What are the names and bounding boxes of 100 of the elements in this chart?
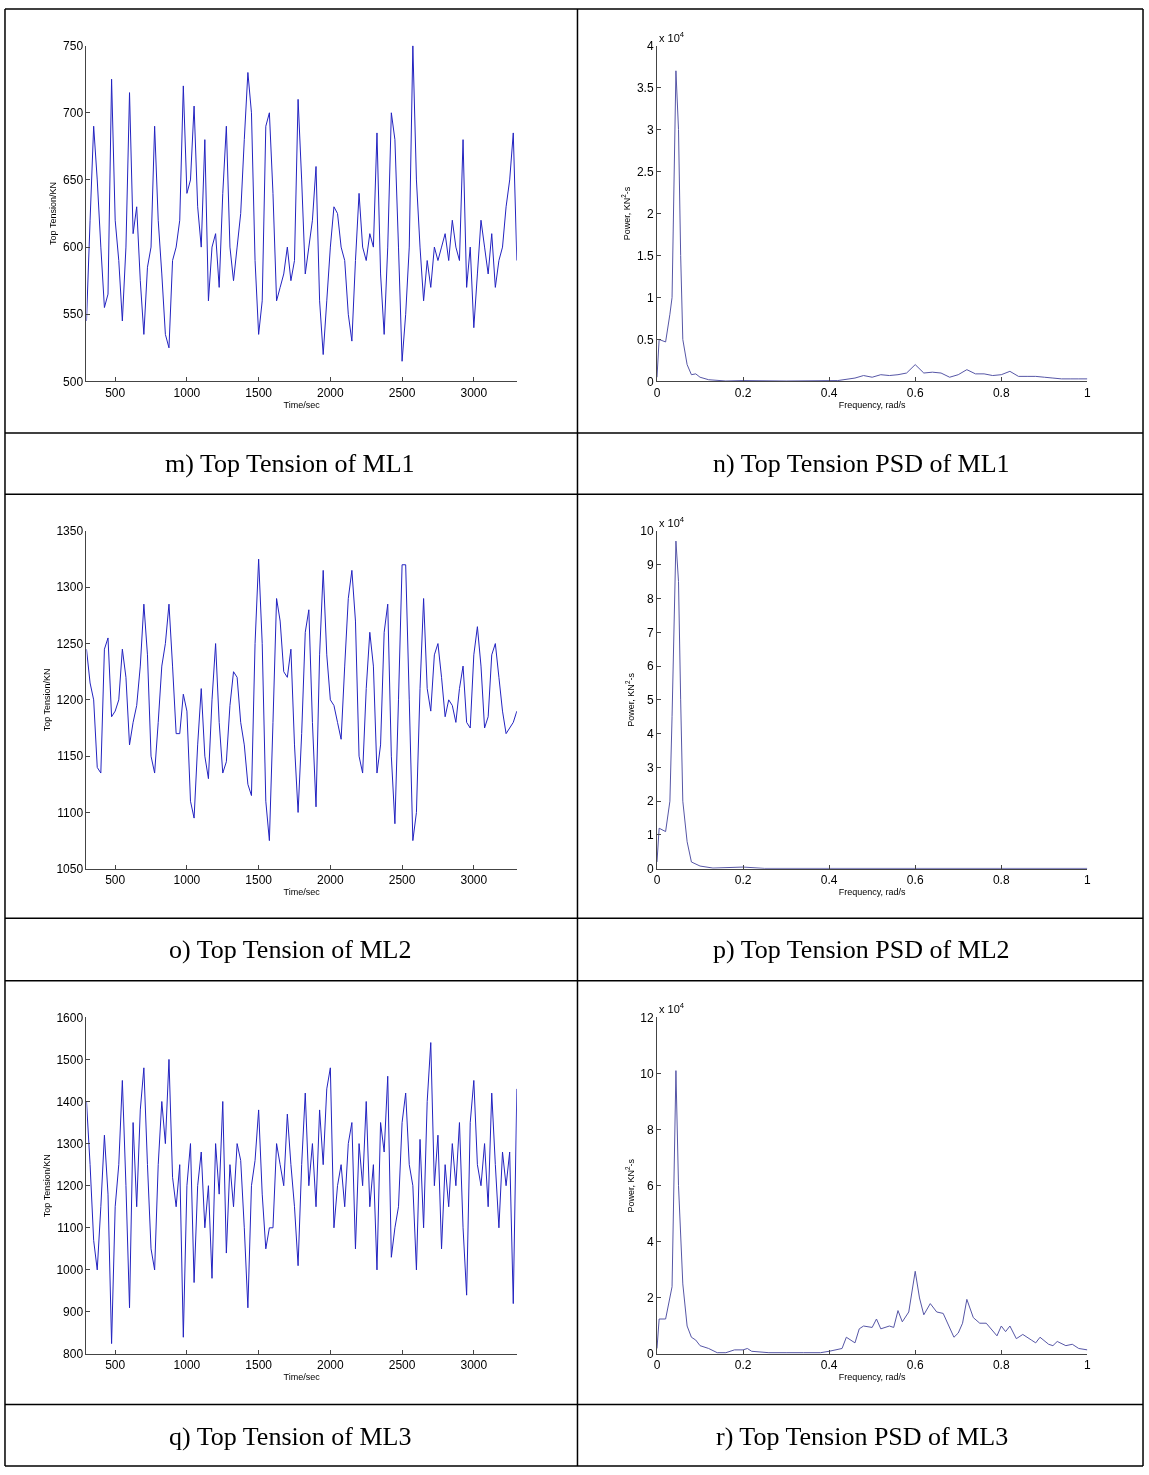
y-tick-label: 5	[646, 693, 654, 708]
x-tick-label: 3000	[460, 385, 488, 400]
x-tick-label: 0.2	[734, 385, 752, 400]
x-tick-label: 0.6	[906, 1358, 924, 1373]
x-tick-label: 1	[1084, 873, 1092, 888]
y-tick-label: 700	[63, 105, 84, 120]
y-tick-label: 2	[646, 794, 654, 809]
y-tick-label: 550	[63, 307, 84, 322]
x-axis-title: Time/sec	[283, 1372, 321, 1383]
x-axis-title: Frequency, rad/s	[838, 1372, 907, 1383]
text: x 10$^{4}$	[659, 515, 685, 529]
y-tick-label: 1	[646, 290, 654, 305]
x-tick-label: 3000	[460, 1358, 488, 1373]
y-tick-label: 4	[646, 38, 654, 53]
y-tick-label: 1000	[56, 1263, 84, 1278]
y-tick-label: 9	[646, 557, 654, 572]
y-tick-label: 1400	[56, 1094, 84, 1109]
y-tick-label: 1200	[56, 1178, 84, 1193]
y-tick-label: 0	[646, 1347, 654, 1362]
text: x 10$^{4}$	[659, 30, 685, 44]
line-series	[86, 45, 517, 362]
x-tick-label: 0.8	[992, 1358, 1010, 1373]
y-tick-label: 1050	[56, 861, 84, 876]
y-tick-label: 4	[646, 726, 654, 741]
y-tick-label: 3	[646, 760, 654, 775]
y-tick-label: 10	[640, 524, 654, 539]
x-tick-label: 0.2	[734, 1358, 752, 1373]
x-tick-label: 0.8	[992, 873, 1010, 888]
y-tick-label: 1200	[56, 693, 84, 708]
y-tick-label: 1300	[56, 1136, 84, 1151]
y-tick-label: 12	[640, 1010, 654, 1025]
x-tick-label: 1000	[173, 1358, 201, 1373]
y-tick-label: 2	[646, 206, 654, 221]
y-tick-label: 1250	[56, 636, 84, 651]
x-tick-label: 1500	[245, 873, 273, 888]
y-tick-label: 1100	[57, 805, 84, 820]
x-tick-label: 0.4	[820, 385, 838, 400]
x-tick-label: 0.6	[906, 385, 924, 400]
text: n) Top Tension PSD of ML1	[713, 449, 1010, 478]
x-tick-label: 2500	[388, 385, 416, 400]
x-axis-title: Frequency, rad/s	[838, 399, 907, 410]
y-tick-label: 4	[646, 1235, 654, 1250]
y-tick-label: 0	[646, 861, 654, 876]
y-tick-label: 3	[646, 122, 654, 137]
y-tick-label: 600	[63, 240, 84, 255]
line-series	[86, 558, 517, 842]
x-tick-label: 500	[105, 385, 126, 400]
x-tick-label: 0.6	[906, 873, 924, 888]
y-axis-title: Top Tension/KN	[41, 668, 52, 732]
y-tick-label: 2.5	[636, 164, 654, 179]
y-axis-title: Top Tension/KN	[41, 1154, 52, 1218]
text: m) Top Tension of ML1	[165, 449, 415, 478]
text: q) Top Tension of ML3	[169, 1422, 412, 1451]
y-tick-label: 10	[640, 1066, 654, 1081]
x-tick-label: 2000	[317, 873, 345, 888]
y-tick-label: 900	[63, 1305, 84, 1320]
x-tick-label: 3000	[460, 873, 488, 888]
y-tick-label: 6	[646, 659, 654, 674]
y-axis-title: Top Tension/KN	[48, 182, 59, 245]
text: o) Top Tension of ML2	[169, 935, 412, 964]
x-tick-label: 500	[105, 873, 126, 888]
x-tick-label: 2000	[317, 1358, 345, 1373]
x-tick-label: 1000	[173, 385, 201, 400]
x-tick-label: 2500	[388, 1358, 416, 1373]
y-tick-label: 1	[646, 828, 654, 843]
y-tick-label: 1100	[57, 1221, 84, 1235]
x-axis-title: Frequency, rad/s	[838, 886, 907, 897]
x-tick-label: 2000	[317, 385, 345, 400]
y-tick-label: 1500	[56, 1052, 84, 1067]
x-tick-label: 0.8	[992, 385, 1010, 400]
x-tick-label: 0.4	[820, 873, 838, 888]
x-tick-label: 1	[1084, 385, 1092, 400]
text: p) Top Tension PSD of ML2	[713, 935, 1010, 964]
y-tick-label: 2	[646, 1291, 654, 1306]
x-tick-label: 500	[105, 1358, 126, 1373]
x-tick-label: 1500	[245, 1358, 273, 1373]
y-tick-label: 8	[646, 1122, 654, 1137]
text: r) Top Tension PSD of ML3	[716, 1422, 1009, 1451]
line-series	[86, 1042, 517, 1345]
y-tick-label: 7	[646, 625, 654, 640]
y-tick-label: 0.5	[636, 332, 654, 347]
x-tick-label: 0.4	[820, 1358, 838, 1373]
x-tick-label: 1000	[173, 873, 201, 888]
text: x 10$^{4}$	[659, 1001, 685, 1015]
y-tick-label: 1300	[56, 580, 84, 595]
y-tick-label: 1350	[56, 524, 84, 539]
y-tick-label: 1150	[57, 749, 84, 764]
y-tick-label: 3.5	[636, 80, 654, 95]
y-tick-label: 1600	[56, 1010, 84, 1025]
y-tick-label: 6	[646, 1178, 654, 1193]
x-axis-title: Time/sec	[283, 399, 321, 410]
y-tick-label: 750	[63, 38, 84, 53]
y-tick-label: 1.5	[636, 248, 654, 263]
y-tick-label: 500	[63, 374, 84, 389]
x-tick-label: 0.2	[734, 873, 752, 888]
y-tick-label: 800	[63, 1347, 84, 1362]
y-tick-label: 8	[646, 591, 654, 606]
x-tick-label: 1500	[245, 385, 273, 400]
x-tick-label: 2500	[388, 873, 416, 888]
y-tick-label: 650	[63, 173, 84, 188]
